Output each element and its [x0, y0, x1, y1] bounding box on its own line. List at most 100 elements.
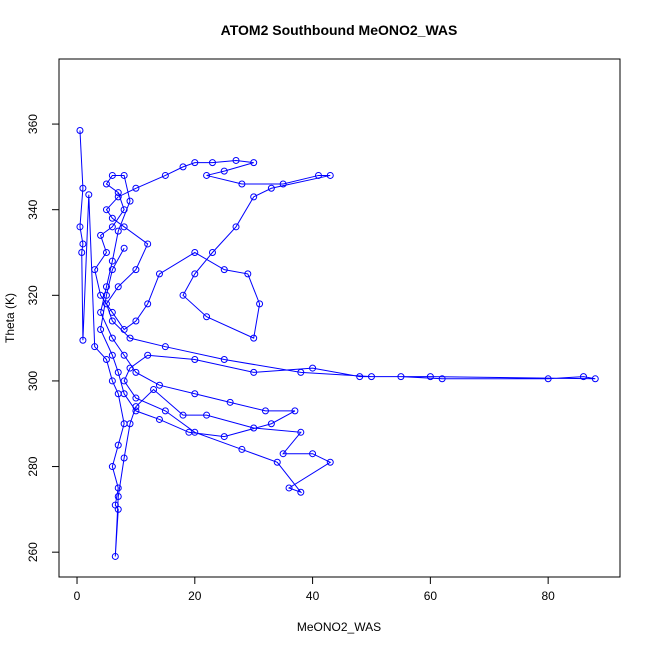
x-tick-label: 20	[188, 589, 202, 603]
data-point	[114, 441, 122, 449]
data-point	[179, 163, 187, 171]
data-point	[185, 428, 193, 436]
data-point	[250, 368, 258, 376]
data-point	[114, 493, 122, 501]
data-point	[114, 368, 122, 376]
data-point	[426, 373, 434, 381]
data-point	[79, 336, 87, 344]
data-point	[226, 398, 234, 406]
data-point	[126, 334, 134, 342]
data-point	[120, 351, 128, 359]
data-point	[220, 433, 228, 441]
data-point	[356, 373, 364, 381]
data-point	[244, 270, 252, 278]
data-point	[155, 381, 163, 389]
y-tick-label: 360	[26, 114, 40, 134]
data-point	[591, 375, 599, 383]
y-tick-label: 320	[26, 285, 40, 305]
data-point	[191, 249, 199, 257]
data-point	[161, 171, 169, 179]
data-point	[297, 428, 305, 436]
data-point	[232, 156, 240, 164]
data-point	[102, 180, 110, 188]
data-point	[203, 313, 211, 321]
data-point	[97, 326, 105, 334]
data-point	[132, 184, 140, 192]
data-point	[273, 458, 281, 466]
data-point	[102, 356, 110, 364]
data-point	[102, 249, 110, 257]
data-point	[238, 180, 246, 188]
data-point	[256, 300, 264, 308]
data-point	[114, 193, 122, 201]
data-point	[114, 189, 122, 197]
data-point	[102, 206, 110, 214]
x-tick-label: 40	[306, 589, 320, 603]
data-point	[191, 390, 199, 398]
data-point	[111, 552, 119, 560]
data-point	[161, 343, 169, 351]
data-point	[85, 191, 93, 199]
data-point	[132, 368, 140, 376]
data-point	[120, 326, 128, 334]
data-point	[220, 266, 228, 274]
data-point	[79, 240, 87, 248]
data-point	[309, 364, 317, 372]
data-point	[108, 257, 116, 265]
data-point	[108, 317, 116, 325]
data-point	[208, 159, 216, 167]
data-point	[279, 450, 287, 458]
data-point	[120, 223, 128, 231]
data-point	[108, 223, 116, 231]
data-point	[203, 411, 211, 419]
x-tick-label: 80	[541, 589, 555, 603]
data-point	[191, 356, 199, 364]
data-point	[91, 266, 99, 274]
data-point	[297, 368, 305, 376]
data-point	[155, 415, 163, 423]
data-point	[267, 184, 275, 192]
data-point	[132, 266, 140, 274]
data-point	[191, 159, 199, 167]
data-point	[132, 317, 140, 325]
data-point	[114, 227, 122, 235]
data-point	[114, 283, 122, 291]
data-point	[132, 394, 140, 402]
data-point	[203, 171, 211, 179]
data-point	[220, 356, 228, 364]
y-tick-label: 280	[26, 456, 40, 476]
data-point	[120, 206, 128, 214]
data-point	[314, 171, 322, 179]
data-point	[250, 193, 258, 201]
data-point	[232, 223, 240, 231]
data-point	[250, 424, 258, 432]
x-tick-label: 60	[424, 589, 438, 603]
data-point	[102, 283, 110, 291]
data-point	[114, 505, 122, 513]
y-axis-label: Theta (K)	[3, 293, 17, 343]
data-point	[579, 373, 587, 381]
data-point	[367, 373, 375, 381]
data-point	[238, 445, 246, 453]
data-point	[544, 375, 552, 383]
data-point	[126, 420, 134, 428]
data-point	[144, 240, 152, 248]
data-point	[144, 300, 152, 308]
data-point	[78, 249, 86, 257]
data-point	[250, 159, 258, 167]
data-point	[76, 223, 84, 231]
data-point	[132, 403, 140, 411]
data-point	[120, 377, 128, 385]
data-point	[120, 244, 128, 252]
data-point	[144, 351, 152, 359]
data-point	[179, 411, 187, 419]
data-point	[326, 171, 334, 179]
data-point	[438, 375, 446, 383]
data-point	[108, 351, 116, 359]
data-point	[179, 291, 187, 299]
y-tick-label: 260	[26, 542, 40, 562]
data-point	[191, 270, 199, 278]
data-point	[161, 407, 169, 415]
